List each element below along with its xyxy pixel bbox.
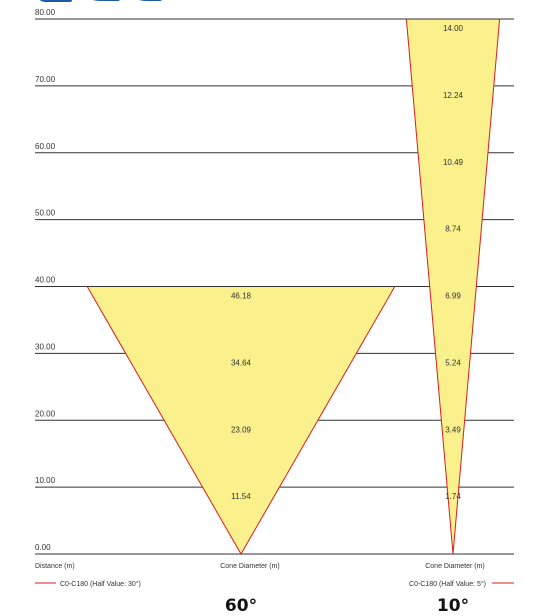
- y-tick-label: 70.00: [35, 75, 56, 84]
- right-legend-label: C0-C180 (Half Value: 5°): [409, 580, 486, 588]
- cone-0-diameter-label: 11.54: [231, 492, 251, 501]
- cone-1-diameter-label: 1.74: [445, 492, 461, 501]
- cone-0-diameter-label: 23.09: [231, 425, 252, 434]
- cone-1-diameter-label: 5.24: [445, 358, 461, 367]
- left-beam-angle: 60°: [225, 596, 257, 616]
- y-tick-label: 30.00: [35, 342, 56, 351]
- y-tick-label: 40.00: [35, 276, 56, 285]
- y-tick-label: 80.00: [35, 8, 56, 17]
- y-tick-label: 0.00: [35, 543, 51, 552]
- cone-1-diameter-label: 8.74: [445, 225, 461, 234]
- y-tick-label: 60.00: [35, 142, 56, 151]
- right-x-axis-title: Cone Diameter (m): [425, 563, 485, 570]
- cone-1-diameter-label: 14.00: [443, 24, 464, 33]
- diameter-labels: 11.54 23.09 34.64 46.18 1.74 3.49 5.24 6.99 8.74…: [231, 24, 464, 501]
- right-legend: C0-C180 (Half Value: 5°): [409, 580, 514, 588]
- left-legend-label: C0-C180 (Half Value: 30°): [60, 580, 141, 588]
- left-x-axis-title: Cone Diameter (m): [220, 563, 280, 570]
- y-tick-label: 20.00: [35, 409, 56, 418]
- y-axis-title: Distance (m): [35, 563, 75, 570]
- right-beam-angle: 10°: [437, 596, 469, 616]
- y-tick-label: 10.00: [35, 476, 56, 485]
- cone-0-diameter-label: 46.18: [231, 292, 252, 301]
- y-tick-label: 50.00: [35, 209, 56, 218]
- cone-1-diameter-label: 3.49: [445, 425, 461, 434]
- left-legend: C0-C180 (Half Value: 30°): [35, 580, 141, 588]
- beam-cones: [86, 18, 501, 556]
- y-axis-ticks: 0.00 10.00 20.00 30.00 40.00 50.00 60.00 70.00 8…: [35, 8, 56, 552]
- cone-1-diameter-label: 12.24: [443, 91, 464, 100]
- cone-0-diameter-label: 34.64: [231, 358, 252, 367]
- cone-1-diameter-label: 10.49: [443, 158, 464, 167]
- cone-1-diameter-label: 6.99: [445, 292, 461, 301]
